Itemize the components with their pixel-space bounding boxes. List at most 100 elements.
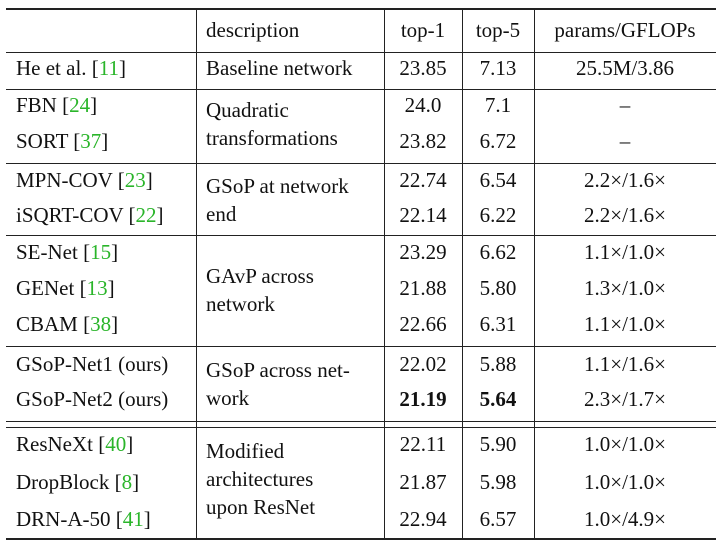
top5-value: 6.72 — [479, 129, 517, 153]
citation-link[interactable]: 15 — [90, 240, 112, 264]
citation-bracket: ] — [119, 56, 127, 80]
rule-group-4 — [6, 346, 716, 347]
group-description: work — [206, 386, 250, 410]
citation-link[interactable]: 8 — [121, 470, 133, 494]
header-description: description — [206, 18, 300, 42]
citation-bracket: ] — [132, 470, 140, 494]
vrule-3 — [462, 8, 463, 539]
method-name: CBAM [38] — [16, 310, 118, 338]
method-name: GENet [13] — [16, 274, 115, 302]
citation-bracket: ] — [90, 93, 98, 117]
params-value: 2.2×/1.6× — [583, 203, 667, 227]
citation-link[interactable]: 37 — [80, 129, 102, 153]
group-description: end — [206, 202, 237, 226]
top5-value: 7.13 — [479, 56, 517, 80]
top1-value: 22.94 — [399, 507, 447, 531]
citation-bracket: ] — [143, 507, 151, 531]
citation-link[interactable]: 24 — [69, 93, 91, 117]
method-name: He et al. [11] — [16, 54, 126, 82]
vrule-4 — [534, 8, 535, 539]
top5-value: 7.1 — [484, 93, 512, 117]
top5-value: 5.64 — [479, 387, 517, 411]
group-description: architectures — [206, 467, 314, 491]
group-description: network — [206, 292, 275, 316]
citation-link[interactable]: 11 — [98, 56, 120, 80]
top1-value: 22.11 — [399, 432, 447, 456]
citation-link[interactable]: 40 — [105, 432, 127, 456]
top5-value: 6.57 — [479, 507, 517, 531]
top5-value: 6.22 — [479, 203, 517, 227]
method-label: He et al. [ — [16, 56, 99, 80]
method-name: ResNeXt [40] — [16, 430, 133, 458]
params-value: – — [619, 93, 631, 117]
citation-link[interactable]: 13 — [86, 276, 108, 300]
citation-bracket: ] — [156, 203, 164, 227]
top1-value: 24.0 — [404, 93, 442, 117]
rule-group-2 — [6, 163, 716, 164]
method-name: MPN-COV [23] — [16, 166, 153, 194]
top1-value: 21.88 — [399, 276, 447, 300]
citation-link[interactable]: 22 — [135, 203, 157, 227]
method-label: iSQRT-COV [ — [16, 203, 136, 227]
citation-bracket: ] — [145, 168, 153, 192]
citation-link[interactable]: 23 — [124, 168, 146, 192]
vrule-2 — [384, 8, 385, 539]
params-value: 1.0×/1.0× — [583, 432, 667, 456]
citation-link[interactable]: 41 — [122, 507, 144, 531]
params-value: 2.2×/1.6× — [583, 168, 667, 192]
params-value: – — [619, 129, 631, 153]
method-name: DropBlock [8] — [16, 468, 139, 496]
top1-value: 22.66 — [399, 312, 447, 336]
top1-value: 21.87 — [399, 470, 447, 494]
top5-value: 6.31 — [479, 312, 517, 336]
method-label: SE-Net [ — [16, 240, 91, 264]
citation-bracket: ] — [111, 312, 119, 336]
rule-group-1 — [6, 89, 716, 90]
method-name: FBN [24] — [16, 91, 97, 119]
header-params: params/GFLOPs — [554, 18, 696, 42]
rule-group-5a — [6, 421, 716, 422]
params-value: 25.5M/3.86 — [575, 56, 674, 80]
method-name: iSQRT-COV [22] — [16, 201, 164, 229]
params-value: 1.0×/1.0× — [583, 470, 667, 494]
group-description: upon ResNet — [206, 495, 316, 519]
top1-value: 22.74 — [399, 168, 447, 192]
method-name: SE-Net [15] — [16, 238, 118, 266]
method-label: DropBlock [ — [16, 470, 122, 494]
group-description: transformations — [206, 126, 338, 150]
rule-top — [6, 8, 716, 10]
method-label: DRN-A-50 [ — [16, 507, 123, 531]
rule-header — [6, 52, 716, 53]
top5-value: 5.88 — [479, 352, 517, 376]
top1-value: 22.14 — [399, 203, 447, 227]
method-name: SORT [37] — [16, 127, 108, 155]
top1-value: 22.02 — [399, 352, 447, 376]
rule-bottom — [6, 538, 716, 540]
method-label: ResNeXt [ — [16, 432, 106, 456]
method-name: DRN-A-50 [41] — [16, 505, 151, 533]
top1-value: 21.19 — [399, 387, 447, 411]
top1-value: 23.29 — [399, 240, 447, 264]
group-description: GAvP across — [206, 264, 314, 288]
rule-group-5b — [6, 427, 716, 428]
params-value: 1.0×/4.9× — [583, 507, 667, 531]
params-value: 1.1×/1.6× — [583, 352, 667, 376]
method-label: CBAM [ — [16, 312, 91, 336]
group-description: Modified — [206, 439, 285, 463]
method-label: FBN [ — [16, 93, 70, 117]
method-label: GSoP-Net1 (ours) — [16, 352, 169, 376]
top5-value: 5.90 — [479, 432, 517, 456]
group-description: Quadratic — [206, 98, 289, 122]
top5-value: 5.80 — [479, 276, 517, 300]
top5-value: 5.98 — [479, 470, 517, 494]
group-description: GSoP at network — [206, 174, 349, 198]
method-name: GSoP-Net1 (ours) — [16, 350, 168, 378]
method-name: GSoP-Net2 (ours) — [16, 385, 168, 413]
citation-link[interactable]: 38 — [90, 312, 112, 336]
group-description: GSoP across net- — [206, 358, 350, 382]
citation-bracket: ] — [111, 240, 119, 264]
params-value: 1.1×/1.0× — [583, 240, 667, 264]
top5-value: 6.62 — [479, 240, 517, 264]
top5-value: 6.54 — [479, 168, 517, 192]
header-top5: top-5 — [475, 18, 521, 42]
